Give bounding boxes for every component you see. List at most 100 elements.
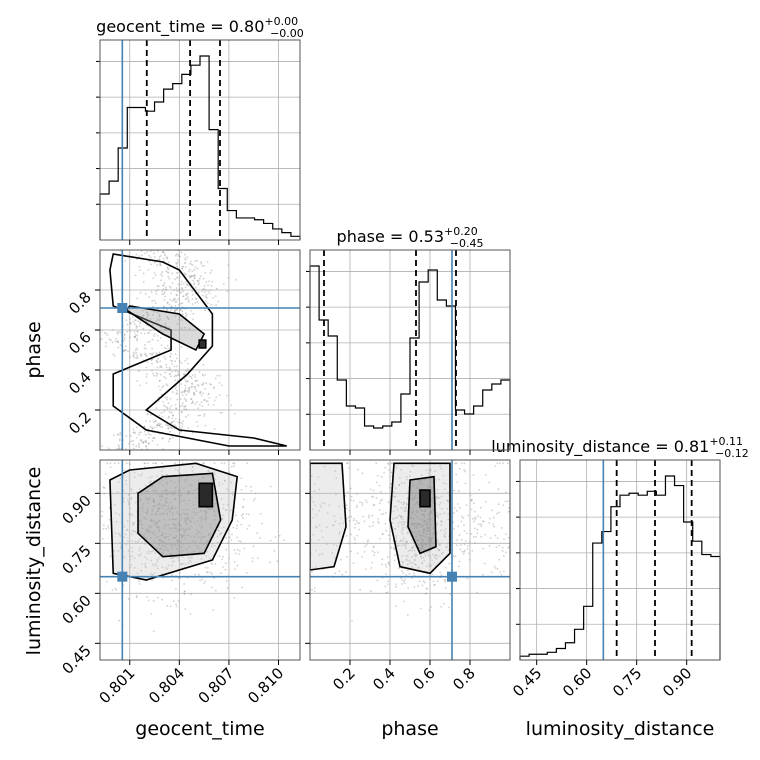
sample-point bbox=[180, 362, 183, 364]
sample-point bbox=[359, 588, 362, 591]
sample-point bbox=[171, 417, 174, 420]
sample-point bbox=[150, 537, 153, 539]
sample-point bbox=[403, 501, 405, 504]
sample-point bbox=[421, 482, 423, 485]
sample-point bbox=[181, 390, 184, 393]
sample-point bbox=[184, 253, 186, 256]
sample-point bbox=[418, 580, 421, 583]
sample-point bbox=[184, 398, 187, 401]
sample-point bbox=[157, 567, 159, 570]
sample-point bbox=[135, 491, 138, 494]
sample-point bbox=[405, 574, 408, 576]
sample-point bbox=[466, 548, 469, 550]
sample-point bbox=[184, 563, 187, 566]
sample-point bbox=[498, 462, 501, 465]
sample-point bbox=[227, 489, 230, 492]
sample-point bbox=[150, 519, 153, 522]
sample-point bbox=[163, 282, 166, 285]
sample-point bbox=[207, 290, 210, 293]
sample-point bbox=[169, 528, 172, 531]
sample-point bbox=[224, 562, 227, 565]
sample-point bbox=[134, 530, 137, 533]
sample-point bbox=[136, 339, 139, 342]
sample-point bbox=[318, 524, 321, 527]
sample-point bbox=[164, 322, 167, 325]
sample-point bbox=[184, 415, 187, 418]
sample-point bbox=[482, 520, 485, 523]
sample-point bbox=[158, 538, 161, 541]
sample-point bbox=[216, 509, 219, 512]
sample-point bbox=[181, 302, 184, 305]
sample-point bbox=[393, 559, 396, 562]
sample-point bbox=[206, 566, 209, 569]
sample-point bbox=[233, 412, 236, 415]
sample-point bbox=[167, 440, 170, 443]
sample-point bbox=[417, 530, 420, 533]
sample-point bbox=[150, 358, 153, 361]
sample-point bbox=[146, 324, 149, 327]
sample-point bbox=[484, 474, 487, 476]
sample-point bbox=[394, 605, 397, 608]
sample-point bbox=[362, 515, 364, 518]
sample-point bbox=[181, 411, 184, 414]
sample-point bbox=[203, 509, 205, 512]
sample-point bbox=[168, 373, 171, 376]
sample-point bbox=[138, 538, 141, 540]
sample-point bbox=[426, 519, 429, 521]
sample-point bbox=[431, 487, 433, 490]
sample-point bbox=[127, 498, 129, 501]
sample-point bbox=[427, 538, 430, 541]
sample-point bbox=[446, 542, 449, 545]
sample-point bbox=[118, 438, 121, 441]
sample-point bbox=[188, 386, 191, 389]
sample-point bbox=[392, 491, 395, 494]
sample-point bbox=[154, 462, 157, 465]
sample-point bbox=[123, 338, 126, 341]
sample-point bbox=[174, 360, 177, 363]
sample-point bbox=[131, 316, 134, 319]
sample-point bbox=[170, 363, 173, 365]
sample-point bbox=[156, 560, 159, 563]
sample-point bbox=[193, 268, 196, 271]
sample-point bbox=[430, 606, 432, 608]
sample-point bbox=[178, 501, 181, 503]
sample-point bbox=[191, 517, 194, 519]
sample-point bbox=[144, 565, 146, 568]
sample-point bbox=[153, 436, 156, 439]
sample-point bbox=[148, 436, 150, 439]
sample-point bbox=[421, 584, 424, 587]
sample-point bbox=[154, 256, 156, 258]
sample-point bbox=[472, 535, 475, 538]
sample-point bbox=[350, 533, 353, 536]
sample-point bbox=[113, 462, 116, 465]
sample-point bbox=[174, 418, 177, 420]
sample-point bbox=[118, 447, 121, 450]
sample-point bbox=[196, 259, 199, 262]
sample-point bbox=[181, 310, 184, 313]
sample-point bbox=[447, 518, 450, 521]
sample-point bbox=[159, 493, 161, 496]
sample-point bbox=[192, 279, 194, 282]
sample-point bbox=[189, 262, 191, 265]
sample-point bbox=[197, 531, 200, 534]
sample-point bbox=[163, 375, 166, 378]
sample-point bbox=[153, 252, 155, 255]
sample-point bbox=[396, 544, 399, 547]
sample-point bbox=[139, 322, 141, 325]
sample-point bbox=[211, 507, 213, 510]
sample-point bbox=[164, 505, 167, 507]
sample-point bbox=[85, 532, 87, 534]
sample-point bbox=[498, 544, 501, 547]
sample-point bbox=[435, 480, 438, 483]
sample-point bbox=[206, 507, 209, 510]
sample-point bbox=[405, 558, 408, 561]
sample-point bbox=[440, 552, 443, 555]
sample-point bbox=[470, 508, 473, 511]
sample-point bbox=[137, 473, 140, 476]
sample-point bbox=[321, 536, 324, 539]
sample-point bbox=[406, 569, 409, 572]
sample-point bbox=[140, 523, 143, 526]
sample-point bbox=[161, 293, 164, 296]
sample-point bbox=[433, 583, 436, 586]
sample-point bbox=[184, 293, 187, 296]
